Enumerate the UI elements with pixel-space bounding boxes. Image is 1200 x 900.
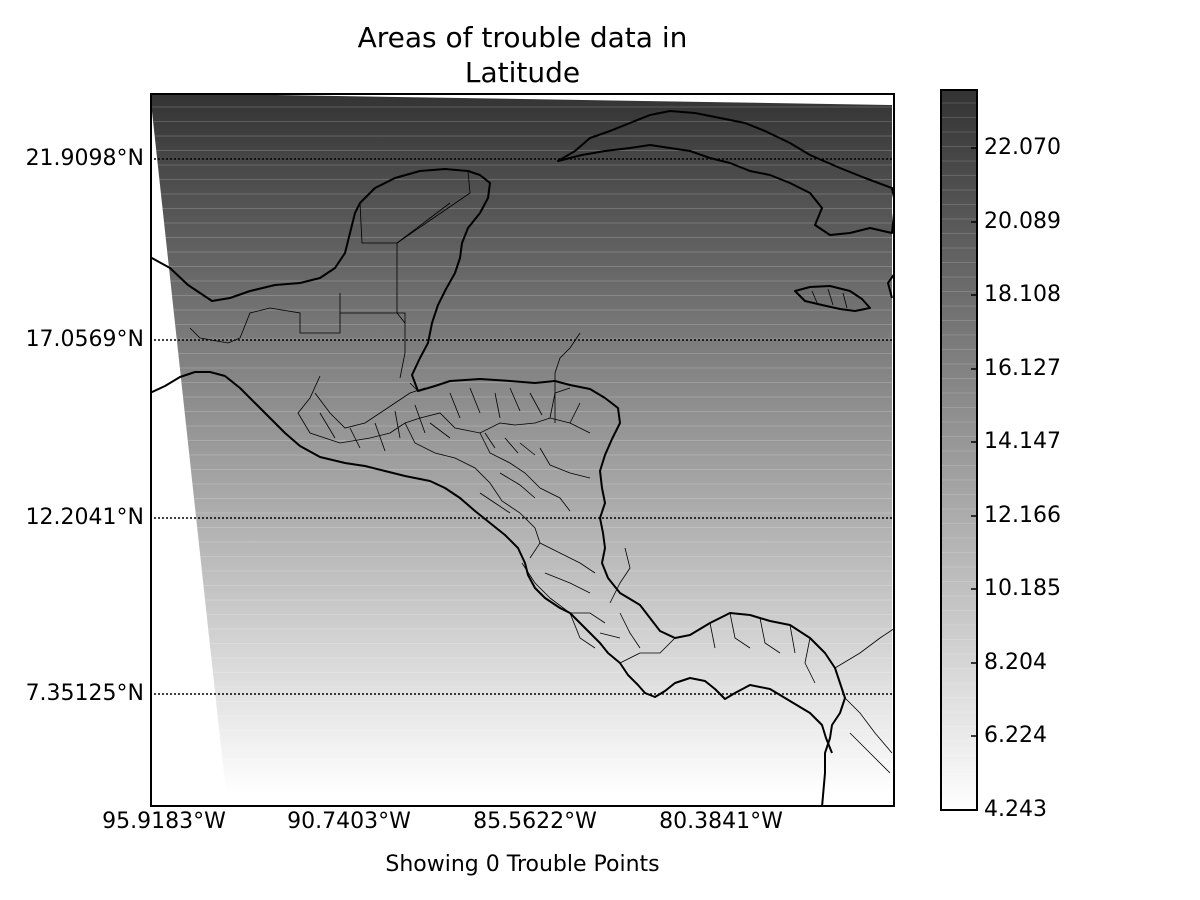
latitude-label: 21.9098°N	[25, 146, 144, 171]
parallels	[150, 158, 895, 695]
colorbar-tick-label: 20.089	[984, 209, 1061, 234]
map-panel[interactable]	[150, 93, 895, 807]
colorbar-tick-label: 8.204	[984, 650, 1047, 675]
chart-title: Areas of trouble data in Latitude	[150, 20, 895, 90]
colorbar-tick-label: 12.166	[984, 503, 1061, 528]
colorbar-tick-label: 22.070	[984, 135, 1061, 160]
colorbar-tick-label: 16.127	[984, 356, 1061, 381]
colorbar-tick-label: 14.147	[984, 429, 1061, 454]
colorbar-border	[940, 89, 978, 811]
longitude-label: 80.3841°W	[659, 809, 783, 834]
latitude-label: 7.35125°N	[25, 681, 144, 706]
longitude-label: 85.5622°W	[473, 809, 597, 834]
colorbar-tick-label: 18.108	[984, 282, 1061, 307]
longitude-label: 95.9183°W	[102, 809, 226, 834]
latitude-label: 12.2041°N	[25, 505, 144, 530]
map-border	[150, 93, 895, 807]
x-axis-label: Showing 0 Trouble Points	[385, 852, 660, 877]
title-line-2: Latitude	[464, 56, 581, 89]
colorbar-tick-label: 4.243	[984, 797, 1047, 822]
latitude-label: 17.0569°N	[25, 327, 144, 352]
longitude-label: 90.7403°W	[287, 809, 411, 834]
title-line-1: Areas of trouble data in	[357, 21, 688, 54]
colorbar-tick-label: 6.224	[984, 723, 1047, 748]
colorbar-ticks	[971, 147, 977, 737]
colorbar	[940, 89, 978, 811]
boundaries	[189, 170, 895, 774]
colorbar-tick-label: 10.185	[984, 576, 1061, 601]
map-canvas	[150, 93, 895, 807]
latitude-field-bands	[150, 93, 892, 793]
